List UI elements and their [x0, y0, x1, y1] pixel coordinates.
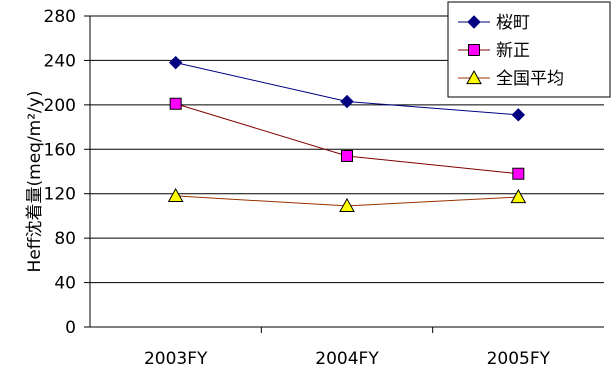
data-point [339, 197, 355, 213]
series-2 [169, 97, 525, 180]
data-point [511, 108, 526, 122]
series-3 [167, 187, 527, 213]
data-point [510, 189, 527, 204]
legend-marker [468, 44, 480, 56]
y-tick-label: 80 [54, 229, 76, 249]
legend-label: 全国平均 [496, 69, 564, 89]
data-point [341, 149, 353, 162]
series-line [175, 103, 519, 175]
y-tick-label: 200 [44, 96, 76, 116]
data-point [167, 187, 184, 203]
y-tick-label: 0 [65, 318, 76, 338]
y-tick-label: 280 [44, 7, 76, 27]
legend-label: 桜町 [496, 13, 530, 33]
legend-marker [466, 69, 482, 85]
series-group [167, 55, 527, 213]
data-point [169, 97, 182, 110]
data-point [168, 55, 183, 70]
y-tick-label: 240 [44, 51, 76, 71]
x-tick-label-2004FY: 2004FY [315, 349, 379, 369]
x-tick-label-2003FY: 2003FY [144, 349, 208, 369]
series-1 [168, 55, 526, 122]
x-tick-label-2005FY: 2005FY [487, 349, 551, 369]
y-tick-label: 40 [54, 274, 76, 294]
x-tick-labels: 2003FY 2004FY 2005FY [144, 349, 551, 369]
data-point [512, 167, 525, 180]
y-tick-label: 160 [44, 140, 76, 160]
y-tick-labels: 0 40 80 120 160 200 240 280 [44, 7, 76, 338]
legend-label: 新正 [496, 41, 530, 61]
legend-marker [467, 15, 481, 29]
axes [84, 15, 604, 333]
y-axis-label: Heff沈着量(meq/m²/y) [25, 91, 45, 273]
data-point [340, 94, 354, 109]
y-tick-label: 120 [44, 185, 76, 205]
